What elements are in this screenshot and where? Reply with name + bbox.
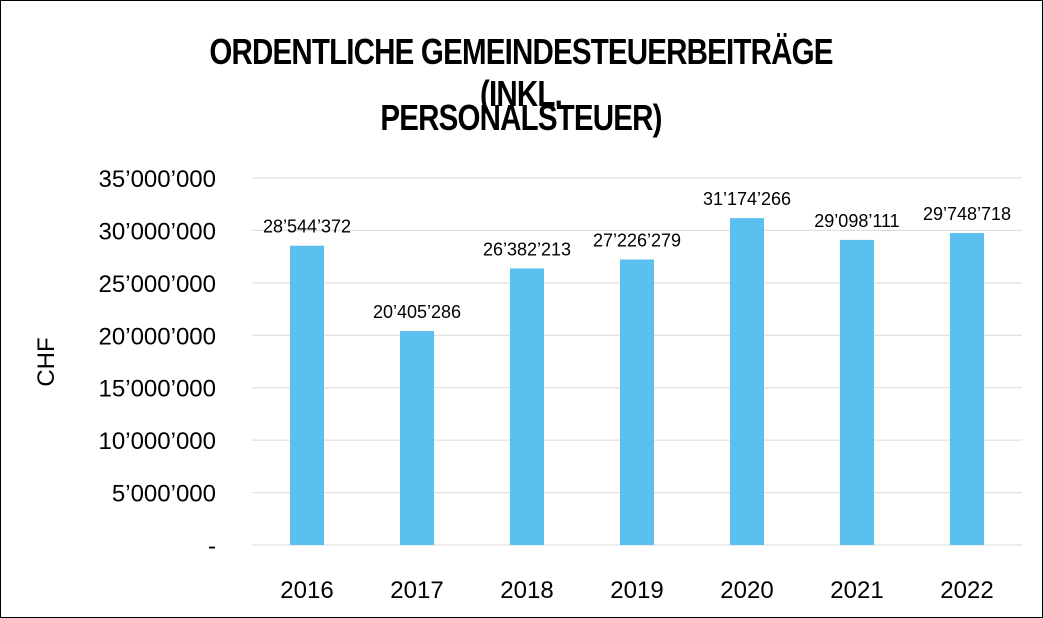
y-axis-ticks: - 5’000’000 10’000’000 15’000’000 20’000’000…	[99, 166, 216, 560]
chart-title-line-1: ORDENTLICHE GEMEINDESTEUERBEITRÄGE (INKL…	[209, 31, 833, 114]
y-tick-label: 20’000’000	[99, 323, 216, 350]
bar-2016	[290, 245, 324, 545]
bar-2017	[400, 331, 434, 545]
data-label-2016: 28’544’372	[263, 217, 351, 237]
chart-title-line-2: PERSONALSTEUER)	[380, 97, 662, 138]
x-tick-label: 2019	[610, 577, 663, 604]
x-tick-label: 2016	[280, 577, 333, 604]
x-tick-label: 2020	[720, 577, 773, 604]
bar-2021	[840, 239, 874, 545]
x-tick-label: 2021	[830, 577, 883, 604]
data-labels: 28’544’372 20’405’286 26’382’213 27’226’279…	[263, 189, 1011, 322]
data-label-2021: 29’098’111	[814, 211, 899, 231]
y-tick-label: 5’000’000	[112, 481, 216, 508]
bar-2019	[620, 259, 654, 545]
x-tick-label: 2022	[940, 577, 993, 604]
y-tick-label: -	[208, 533, 216, 560]
data-label-2022: 29’748’718	[923, 204, 1011, 224]
x-tick-label: 2017	[390, 577, 443, 604]
bar-2020	[730, 218, 764, 546]
bar-2022	[950, 233, 984, 545]
y-axis-label: CHF	[33, 337, 60, 386]
data-label-2018: 26’382’213	[483, 239, 571, 259]
y-tick-label: 30’000’000	[99, 218, 216, 245]
x-axis-ticks: 2016 2017 2018 2019 2020 2021 2022	[280, 577, 993, 604]
y-tick-label: 15’000’000	[99, 376, 216, 403]
data-label-2017: 20’405’286	[373, 302, 461, 322]
data-label-2019: 27’226’279	[593, 231, 681, 251]
y-tick-label: 25’000’000	[99, 271, 216, 298]
y-tick-label: 10’000’000	[99, 428, 216, 455]
bars	[290, 218, 984, 546]
data-label-2020: 31’174’266	[703, 189, 791, 209]
bar-2018	[510, 268, 544, 545]
y-tick-label: 35’000’000	[99, 166, 216, 193]
x-tick-label: 2018	[500, 577, 553, 604]
